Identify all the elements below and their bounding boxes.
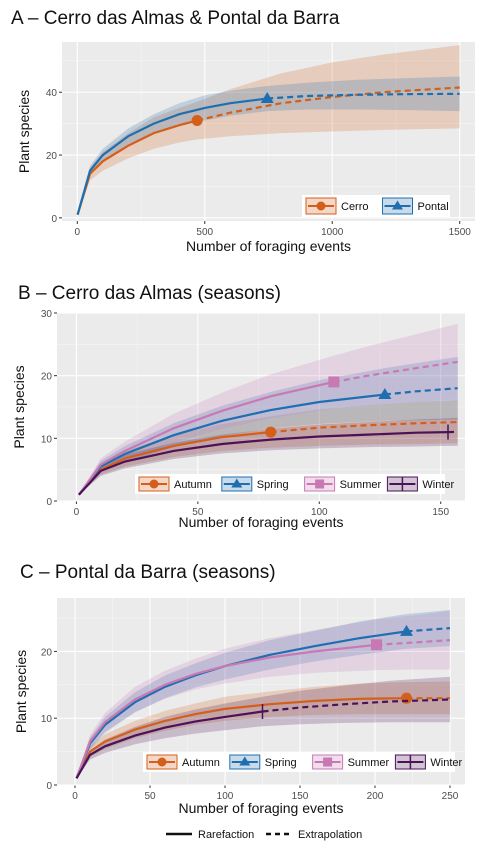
x-axis-label: Number of foraging events [179, 514, 344, 530]
confidence-band-autumn [78, 400, 458, 495]
observed-point-spring [400, 624, 413, 636]
legend-label-autumn: Autumn [174, 479, 212, 491]
legend-label-cerro: Cerro [341, 201, 369, 213]
y-tick-label: 10 [41, 434, 53, 445]
x-tick-label: 1000 [321, 227, 344, 238]
legend-label-summer: Summer [348, 757, 390, 769]
extrapolation-line-spring [406, 627, 451, 633]
x-tick-label: 0 [74, 507, 80, 518]
y-tick-label: 0 [46, 781, 52, 792]
legend-marker-summer [323, 757, 333, 767]
y-tick-label: 30 [41, 309, 53, 320]
y-tick-label: 0 [51, 214, 57, 225]
x-axis-label: Number of foraging events [179, 800, 344, 816]
line-type-legend: Rarefaction Extrapolation [166, 829, 362, 841]
y-tick-label: 20 [46, 151, 58, 162]
extrapolation-line-summer [376, 639, 451, 646]
observed-point-pontal [260, 92, 274, 104]
legend-label-spring: Spring [257, 479, 289, 491]
y-axis-label: Plant species [16, 90, 32, 173]
rarefaction-line-summer [78, 380, 335, 496]
x-axis-label: Number of foraging events [186, 238, 351, 254]
x-tick-label: 150 [292, 791, 309, 802]
legend-marker-summer [315, 479, 325, 489]
legend-marker-spring [239, 756, 251, 766]
x-tick-label: 50 [192, 507, 204, 518]
x-tick-label: 250 [442, 791, 459, 802]
rarefaction-line-autumn [75, 697, 407, 779]
legend-marker-autumn [157, 757, 167, 767]
panel-a-plot: 0 500 1000 1500 0 20 40 Number of foraging even… [16, 42, 475, 254]
y-tick-label: 0 [46, 497, 52, 508]
y-tick-label: 20 [41, 647, 53, 658]
extrapolation-line-autumn [270, 420, 458, 434]
legend-label-autumn: Autumn [182, 757, 220, 769]
extrapolation-label: Extrapolation [298, 829, 362, 841]
legend-label-winter: Winter [430, 757, 462, 769]
extrapolation-line-winter [262, 698, 451, 713]
y-axis-label: Plant species [11, 365, 27, 448]
observed-point-summer [371, 639, 382, 651]
legend-box [135, 474, 445, 494]
rarefaction-line-pontal [76, 97, 268, 215]
y-axis-label: Plant species [13, 650, 29, 733]
confidence-band-spring [78, 356, 458, 495]
x-tick-label: 0 [72, 791, 78, 802]
observed-point-autumn [265, 426, 277, 438]
x-tick-label: 500 [196, 227, 213, 238]
confidence-band-summer [78, 323, 458, 495]
x-tick-label: 100 [217, 791, 234, 802]
extrapolation-line-cerro [196, 86, 460, 122]
rarefaction-line-spring [78, 393, 386, 496]
legend-label-winter: Winter [422, 479, 454, 491]
panel-a-title: A – Cerro das Almas & Pontal da Barra [11, 8, 340, 29]
confidence-band-cerro [77, 45, 460, 215]
confidence-band-winter [76, 676, 450, 779]
extrapolation-line-summer [333, 360, 458, 383]
panel-c-title: C – Pontal da Barra (seasons) [20, 562, 276, 583]
x-tick-label: 200 [367, 791, 384, 802]
extrapolation-line-pontal [267, 92, 460, 100]
panel-c-plot: 0 50 100 150 200 250 0 10 20 Number of foraging e… [13, 598, 465, 816]
legend-label-pontal: Pontal [418, 201, 449, 213]
x-tick-label: 150 [432, 507, 449, 518]
legend-box [143, 752, 455, 772]
confidence-band-autumn [76, 681, 450, 779]
legend-label-summer: Summer [340, 479, 382, 491]
y-tick-label: 20 [41, 372, 53, 383]
legend-marker-pontal [392, 200, 403, 210]
observed-point-spring [378, 387, 392, 399]
confidence-band-winter [78, 417, 458, 495]
confidence-band-summer [76, 610, 450, 779]
rarefaction-line-summer [75, 643, 377, 779]
rarefaction-label: Rarefaction [198, 829, 254, 841]
rarefaction-line-winter [75, 710, 263, 779]
legend-marker-cerro [316, 201, 326, 211]
extrapolation-line-spring [384, 387, 458, 396]
legend-marker-autumn [149, 479, 159, 489]
panel-b-plot: 0 50 100 150 0 10 20 30 Number of foraging event… [11, 309, 465, 530]
panel-b-title: B – Cerro das Almas (seasons) [18, 283, 281, 304]
legend-marker-spring [231, 478, 243, 488]
confidence-band-spring [76, 610, 450, 779]
confidence-band-pontal [77, 76, 460, 215]
y-tick-label: 10 [41, 714, 53, 725]
x-tick-label: 100 [311, 507, 328, 518]
rarefaction-line-winter [78, 431, 449, 496]
x-tick-label: 1500 [449, 227, 472, 238]
y-tick-label: 40 [46, 88, 58, 99]
rarefaction-line-spring [75, 630, 407, 779]
x-tick-label: 50 [144, 791, 156, 802]
observed-point-cerro [191, 115, 203, 127]
legend-label-spring: Spring [265, 757, 297, 769]
x-tick-label: 0 [75, 227, 81, 238]
observed-point-summer [328, 376, 340, 388]
